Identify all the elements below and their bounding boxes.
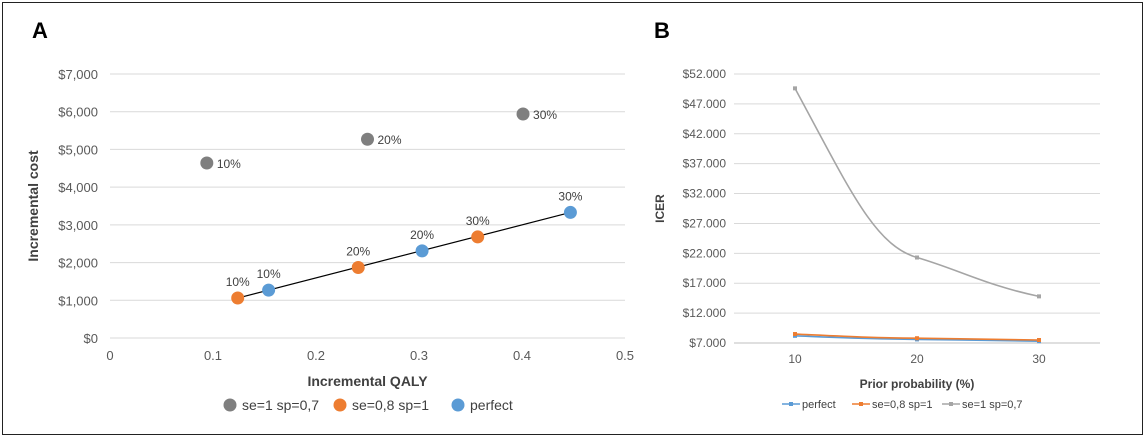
data-point [471, 230, 485, 244]
y-tick-label: $52.000 [683, 67, 727, 81]
data-point [415, 244, 429, 258]
data-label: 30% [466, 214, 490, 228]
y-tick-label: $7,000 [58, 67, 98, 82]
y-tick-label: $22.000 [683, 246, 727, 260]
panel-a-letter: A [32, 18, 48, 43]
x-tick-label: 0.2 [307, 348, 325, 363]
x-tick-label: 0.4 [513, 348, 531, 363]
series-marker [1037, 338, 1041, 343]
y-tick-label: $47.000 [683, 97, 727, 111]
series-marker [793, 332, 797, 337]
x-tick-label: 0.3 [410, 348, 428, 363]
data-point [262, 283, 276, 297]
line-chart: $7.000 $12.000 $17.000 $22.000 $27.000 $32.00… [653, 67, 1100, 411]
data-label: 20% [410, 228, 434, 242]
y-tick-label: $3,000 [58, 218, 98, 233]
x-tick-label: 0.5 [616, 348, 634, 363]
x-axis-label: Incremental QALY [307, 373, 428, 389]
data-point [200, 156, 214, 170]
x-tick-label: 10 [788, 352, 802, 366]
data-label: 20% [378, 133, 402, 147]
x-tick-label: 0 [106, 348, 113, 363]
x-tick-label: 0.1 [204, 348, 222, 363]
legend-marker [451, 398, 465, 412]
legend-label: se=1 sp=0,7 [242, 397, 319, 413]
series-marker [793, 86, 797, 91]
series-marker [915, 255, 919, 260]
legend-marker [333, 398, 347, 412]
y-axis-label: ICER [653, 194, 667, 223]
data-point [361, 132, 374, 146]
x-tick-label: 20 [910, 352, 924, 366]
y-tick-label: $32.000 [683, 187, 727, 201]
series-marker [1037, 294, 1041, 299]
x-tick-label: 30 [1032, 352, 1046, 366]
data-label: 30% [558, 189, 582, 203]
y-tick-label: $1,000 [58, 293, 98, 308]
scatter-chart: $0 $1,000 $2,000 $3,000 $4,000 $5,000 $6,000 $7… [25, 67, 634, 413]
data-label: 10% [217, 157, 241, 171]
legend-label: se=0,8 sp=1 [352, 397, 429, 413]
y-tick-label: $12.000 [683, 306, 727, 320]
legend-marker [789, 402, 793, 406]
panel-b-letter: B [654, 18, 670, 43]
legend-marker [949, 402, 953, 406]
legend-label: perfect [802, 399, 836, 411]
data-label: 10% [226, 275, 250, 289]
y-axis-label: Incremental cost [25, 150, 41, 262]
y-tick-label: $42.000 [683, 127, 727, 141]
data-point [231, 291, 245, 305]
y-tick-label: $6,000 [58, 105, 98, 120]
y-tick-label: $4,000 [58, 180, 98, 195]
series-line [794, 87, 1040, 298]
y-tick-label: $27.000 [683, 216, 727, 230]
y-tick-label: $17.000 [683, 276, 727, 290]
series-marker [915, 336, 919, 341]
legend-marker [223, 398, 237, 412]
legend-label: perfect [470, 397, 513, 413]
panel-a: A $0 $1,000 $2,000 $3,000 $4,000 $5,000 $6,000… [10, 10, 645, 425]
data-point [351, 260, 365, 274]
legend-marker [859, 402, 863, 406]
data-point [516, 107, 530, 121]
y-tick-label: $7.000 [689, 336, 726, 350]
panel-b: B $7.000 $12.000 $17.000 $22.000 $27.000 $32.… [650, 10, 1135, 425]
y-tick-label: $37.000 [683, 157, 727, 171]
legend-label: se=0,8 sp=1 [872, 399, 933, 411]
y-tick-label: $2,000 [58, 256, 98, 271]
trendline [237, 211, 571, 299]
x-axis-label: Prior probability (%) [860, 377, 975, 391]
y-tick-label: $5,000 [58, 142, 98, 157]
data-label: 10% [257, 267, 281, 281]
legend-label: se=1 sp=0,7 [962, 399, 1023, 411]
data-point [563, 205, 577, 219]
y-tick-label: $0 [84, 331, 98, 346]
data-label: 20% [346, 244, 370, 258]
data-label: 30% [533, 108, 557, 122]
